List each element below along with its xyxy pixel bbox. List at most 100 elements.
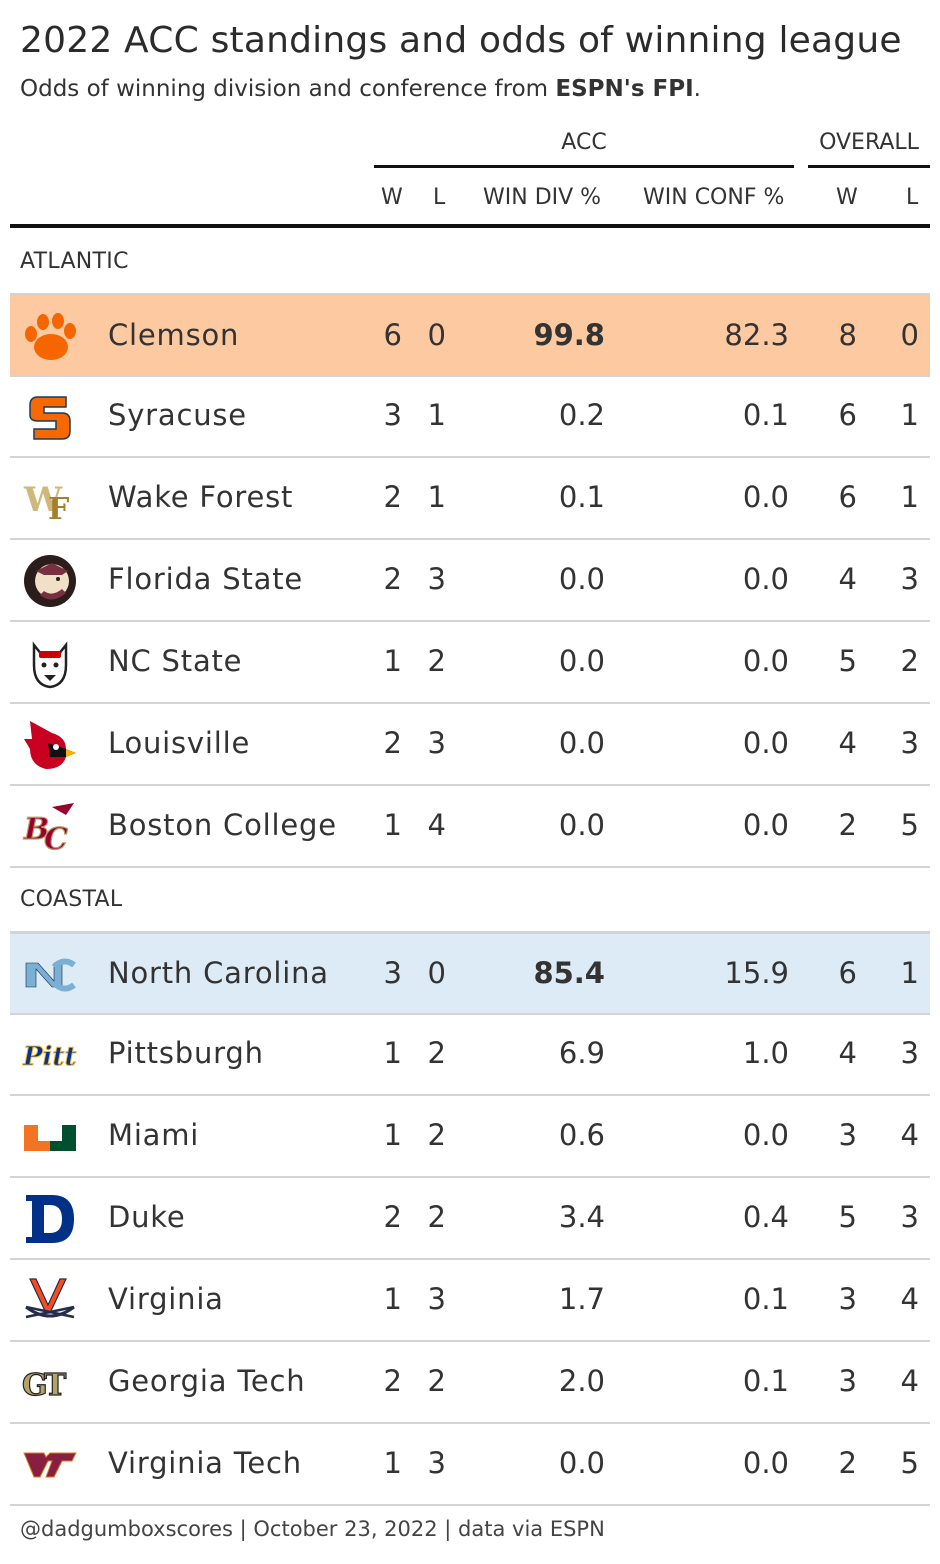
table-row: Virginia 1 3 1.7 0.1 3 4 (10, 1260, 930, 1342)
cell-ol: 3 (900, 1200, 919, 1234)
team-name: NC State (108, 644, 243, 678)
cell-w: 6 (383, 318, 402, 352)
virginia-sabres-logo (22, 1273, 78, 1329)
col-win-div: WIN DIV % (483, 185, 602, 210)
cell-l: 3 (427, 562, 446, 596)
col-acc-l: L (433, 185, 446, 210)
cell-l: 3 (427, 1446, 446, 1480)
team-name: Louisville (108, 726, 251, 760)
cell-ow: 8 (838, 318, 857, 352)
cell-win-div: 6.9 (558, 1036, 605, 1070)
syracuse-s-logo (22, 389, 78, 445)
table-row: North Carolina 3 0 85.4 15.9 6 1 (10, 931, 930, 1015)
cell-w: 2 (383, 1200, 402, 1234)
cell-win-div: 85.4 (533, 956, 605, 990)
cell-ol: 4 (900, 1364, 919, 1398)
cell-l: 2 (427, 1364, 446, 1398)
cell-ow: 3 (838, 1282, 857, 1316)
cell-w: 2 (383, 480, 402, 514)
col-win-conf: WIN CONF % (643, 185, 785, 210)
cell-win-div: 1.7 (558, 1282, 605, 1316)
cell-win-div: 0.0 (558, 644, 605, 678)
team-name: Clemson (108, 318, 240, 352)
virginia-tech-vt-logo (22, 1437, 78, 1493)
cell-win-conf: 0.0 (742, 1446, 789, 1480)
clemson-paw-logo (22, 309, 78, 365)
table-row: B C Boston College 1 4 0.0 0.0 2 5 (10, 786, 930, 868)
cell-w: 2 (383, 1364, 402, 1398)
cell-w: 3 (383, 956, 402, 990)
cell-win-conf: 0.0 (742, 644, 789, 678)
louisville-cardinal-logo (22, 717, 78, 773)
cell-ow: 5 (838, 1200, 857, 1234)
cell-l: 3 (427, 726, 446, 760)
miami-u-logo (22, 1109, 78, 1165)
table-row: NC State 1 2 0.0 0.0 5 2 (10, 622, 930, 704)
svg-text:G: G (22, 1368, 48, 1403)
cell-w: 3 (383, 398, 402, 432)
page-title: 2022 ACC standings and odds of winning l… (20, 20, 902, 61)
cell-ow: 6 (838, 956, 857, 990)
table-row: Miami 1 2 0.6 0.0 3 4 (10, 1096, 930, 1178)
cell-w: 1 (383, 1282, 402, 1316)
cell-ol: 5 (900, 808, 919, 842)
cell-w: 1 (383, 1118, 402, 1152)
cell-l: 2 (427, 644, 446, 678)
team-name: Miami (108, 1118, 200, 1152)
table-row: Virginia Tech 1 3 0.0 0.0 2 5 (10, 1424, 930, 1506)
florida-state-seminole-logo (22, 553, 78, 609)
cell-win-div: 0.6 (558, 1118, 605, 1152)
svg-text:T: T (44, 1368, 67, 1403)
footer-credit: @dadgumboxscores | October 23, 2022 | da… (20, 1517, 605, 1541)
cell-win-conf: 0.0 (742, 562, 789, 596)
cell-win-div: 2.0 (558, 1364, 605, 1398)
cell-w: 1 (383, 644, 402, 678)
cell-l: 1 (427, 398, 446, 432)
team-name: Florida State (108, 562, 304, 596)
cell-ow: 4 (838, 562, 857, 596)
cell-ow: 6 (838, 480, 857, 514)
cell-l: 1 (427, 480, 446, 514)
header-rule (10, 224, 930, 228)
page-subtitle: Odds of winning division and conference … (20, 76, 701, 102)
cell-w: 1 (383, 808, 402, 842)
team-name: Virginia Tech (108, 1446, 302, 1480)
cell-l: 2 (427, 1036, 446, 1070)
cell-ow: 3 (838, 1118, 857, 1152)
col-overall-l: L (906, 185, 919, 210)
cell-l: 0 (427, 318, 446, 352)
cell-ol: 3 (900, 726, 919, 760)
cell-win-div: 0.0 (558, 1446, 605, 1480)
team-name: Syracuse (108, 398, 247, 432)
subtitle-source: ESPN's FPI (555, 76, 694, 102)
cell-win-conf: 0.1 (742, 398, 789, 432)
cell-win-div: 0.2 (558, 398, 605, 432)
cell-w: 1 (383, 1036, 402, 1070)
svg-text:C: C (44, 822, 68, 855)
cell-w: 2 (383, 562, 402, 596)
team-name: North Carolina (108, 956, 329, 990)
cell-ow: 4 (838, 726, 857, 760)
cell-win-conf: 0.1 (742, 1282, 789, 1316)
team-name: Pittsburgh (108, 1036, 264, 1070)
team-name: Virginia (108, 1282, 224, 1316)
cell-ow: 6 (838, 398, 857, 432)
cell-win-conf: 0.4 (742, 1200, 789, 1234)
cell-win-div: 0.1 (558, 480, 605, 514)
team-name: Boston College (108, 808, 337, 842)
cell-l: 2 (427, 1200, 446, 1234)
cell-ol: 3 (900, 562, 919, 596)
cell-win-div: 0.0 (558, 808, 605, 842)
svg-text:W: W (23, 480, 63, 520)
svg-text:Pitt: Pitt (22, 1042, 76, 1072)
subtitle-end: . (693, 76, 701, 102)
cell-ow: 2 (838, 808, 857, 842)
cell-ol: 1 (900, 398, 919, 432)
team-name: Duke (108, 1200, 186, 1234)
table-row: G T Georgia Tech 2 2 2.0 0.1 3 4 (10, 1342, 930, 1424)
col-acc-w: W (381, 185, 403, 210)
team-name: Wake Forest (108, 480, 294, 514)
cell-win-conf: 1.0 (742, 1036, 789, 1070)
